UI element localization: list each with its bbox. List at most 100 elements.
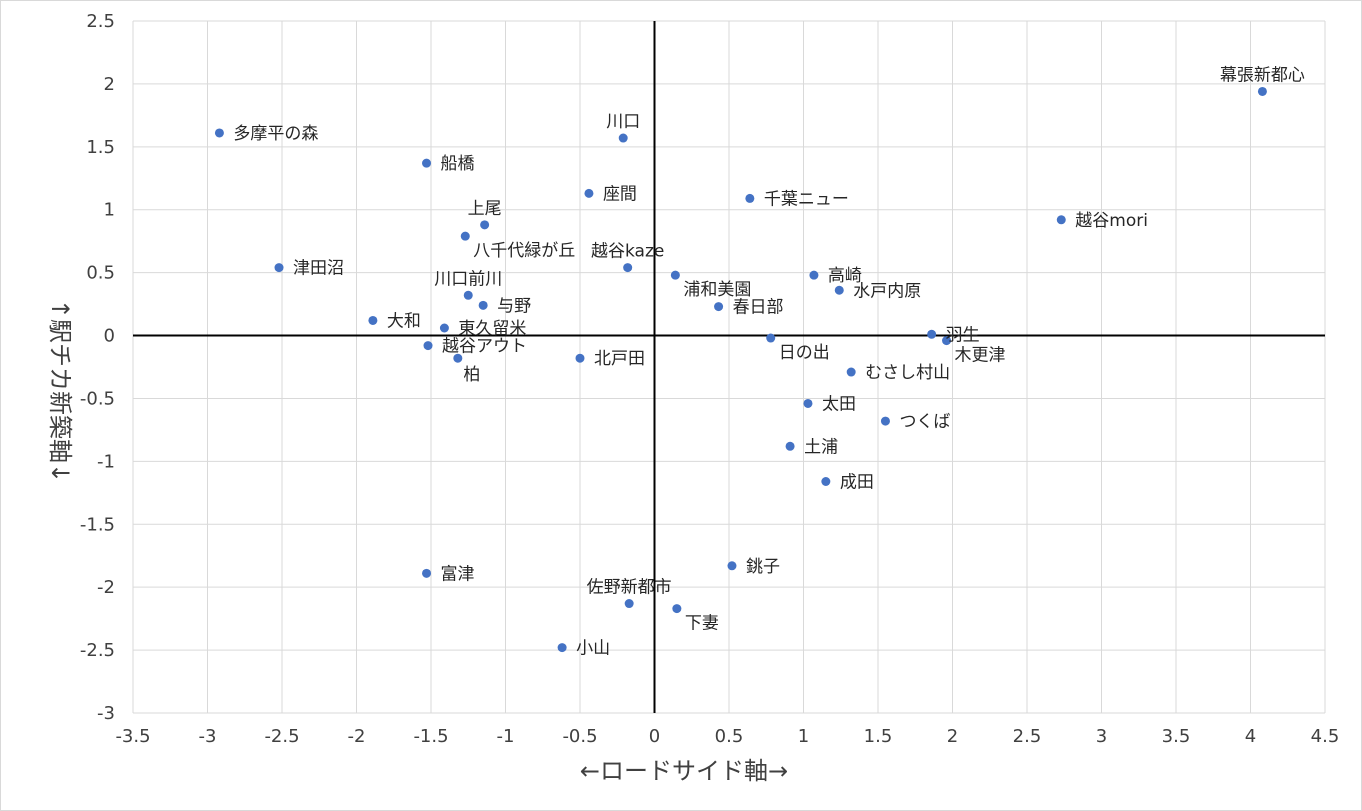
point-label: 太田 [822, 394, 856, 414]
data-point [478, 300, 488, 310]
data-point [846, 367, 856, 377]
point-label: 八千代緑が丘 [473, 241, 575, 261]
point-label: つくば [899, 412, 950, 432]
x-tick-label: 4.5 [1311, 726, 1340, 747]
data-point [727, 561, 737, 571]
data-point [422, 158, 432, 168]
y-tick-label: 0 [104, 326, 115, 347]
data-point [821, 476, 831, 486]
x-tick-label: 4 [1245, 726, 1256, 747]
x-tick-label: 2.5 [1013, 726, 1042, 747]
data-point [672, 604, 682, 614]
x-tick-label: -1.5 [413, 726, 448, 747]
point-label: 千葉ニュー [764, 189, 849, 209]
x-tick-label: 3.5 [1162, 726, 1191, 747]
data-point [834, 285, 844, 295]
y-axis-title: ↑駅チカ新築軸↓ [46, 299, 74, 483]
data-point [274, 263, 284, 273]
point-label: 越谷アウト [442, 337, 527, 357]
point-label: 富津 [441, 564, 475, 584]
point-label: 銚子 [746, 557, 780, 577]
data-point [453, 353, 463, 363]
point-label: 佐野新都市 [587, 578, 672, 598]
data-point [480, 220, 490, 230]
axes [133, 21, 1325, 713]
point-label: 柏 [463, 365, 480, 385]
data-point [624, 599, 634, 609]
point-label: 津田沼 [293, 259, 344, 279]
y-tick-label: 1.5 [86, 137, 115, 158]
point-label: 川口 [606, 112, 640, 132]
data-point [423, 341, 433, 351]
data-point [557, 643, 567, 653]
y-tick-label: 2.5 [86, 11, 115, 32]
x-axis-title: ←ロードサイド軸→ [580, 757, 788, 785]
data-points [214, 86, 1267, 653]
x-tick-label: 2 [947, 726, 958, 747]
point-label: 座間 [603, 184, 637, 204]
x-tick-label: 0 [649, 726, 660, 747]
y-tick-label: -1.5 [80, 514, 115, 535]
x-tick-label: -3.5 [115, 726, 150, 747]
y-tick-label: -2 [97, 577, 115, 598]
point-label: 北戸田 [594, 349, 645, 369]
data-point [1257, 86, 1267, 96]
y-tick-label: 2 [104, 74, 115, 95]
data-point [785, 441, 795, 451]
x-tick-label: 1.5 [864, 726, 893, 747]
x-tick-label: 3 [1096, 726, 1107, 747]
point-label: 日の出 [779, 343, 830, 363]
data-point [623, 263, 633, 273]
data-point [880, 416, 890, 426]
point-label: 下妻 [685, 614, 719, 634]
data-point [439, 323, 449, 333]
point-label: 幕張新都心 [1220, 65, 1305, 85]
data-point [809, 270, 819, 280]
x-tick-label: -3 [199, 726, 217, 747]
y-tick-label: -0.5 [80, 388, 115, 409]
tick-labels: -3.5 -3 -2.5 -2 -1.5 -1 -0.5 0 0.5 1 1.5 2 2.5 3 3.5 4 4… [80, 11, 1339, 747]
data-point [670, 270, 680, 280]
data-point [214, 128, 224, 138]
x-tick-label: -2 [348, 726, 366, 747]
point-label: 川口前川 [434, 269, 502, 289]
point-label: 木更津 [955, 346, 1006, 366]
x-tick-label: 0.5 [715, 726, 744, 747]
point-label: 上尾 [468, 199, 502, 219]
data-point [618, 133, 628, 143]
y-tick-label: 0.5 [86, 263, 115, 284]
x-tick-label: -1 [497, 726, 515, 747]
point-label: 春日部 [733, 298, 784, 318]
data-point [584, 188, 594, 198]
y-tick-label: -2.5 [80, 640, 115, 661]
point-label: 越谷mori [1075, 211, 1148, 231]
point-label: 浦和美園 [683, 280, 751, 300]
point-label: 成田 [840, 472, 874, 492]
point-label: 船橋 [441, 154, 475, 174]
data-point [1056, 215, 1066, 225]
grid-lines [132, 20, 1326, 714]
data-point [745, 193, 755, 203]
data-point [803, 398, 813, 408]
data-point [368, 315, 378, 325]
y-tick-label: -1 [97, 451, 115, 472]
data-point [927, 329, 937, 339]
data-point [422, 568, 432, 578]
x-tick-label: -2.5 [264, 726, 299, 747]
point-label: 大和 [387, 311, 421, 331]
point-label: 水戸内原 [853, 281, 921, 301]
data-point [575, 353, 585, 363]
y-tick-label: 1 [104, 200, 115, 221]
point-label: 土浦 [804, 437, 838, 457]
point-label: 与野 [497, 296, 531, 316]
point-label: 小山 [576, 639, 610, 659]
data-point [460, 231, 470, 241]
point-label: むさし村山 [865, 363, 950, 383]
y-tick-label: -3 [97, 703, 115, 724]
point-label: 越谷kaze [591, 242, 664, 262]
x-tick-label: 1 [798, 726, 809, 747]
point-label: 羽生 [946, 325, 980, 345]
